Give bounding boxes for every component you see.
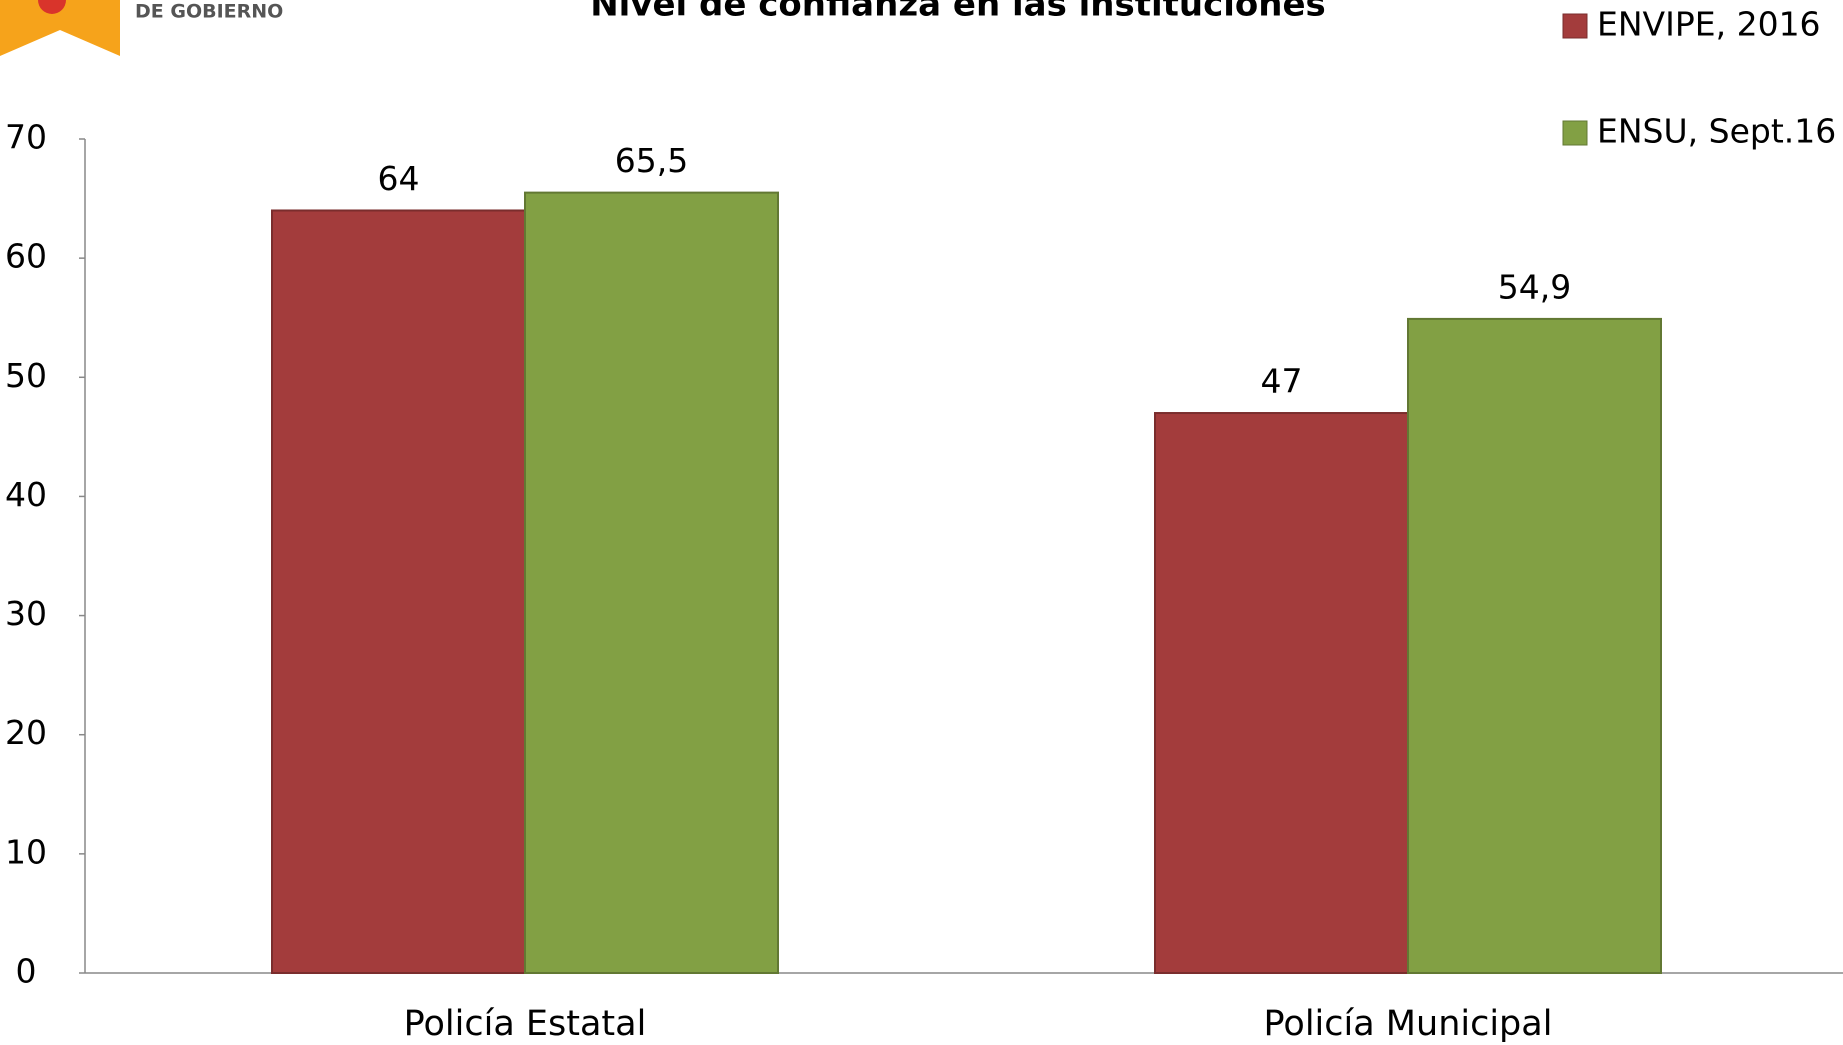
y-tick-label: 20 <box>5 713 47 752</box>
data-label: 65,5 <box>615 141 688 180</box>
chart-title: Nivel de confianza en las instituciones <box>590 0 1326 25</box>
legend-swatch <box>1562 120 1588 146</box>
bar <box>1407 317 1662 974</box>
data-label: 54,9 <box>1498 267 1571 306</box>
x-tick-label: Policía Estatal <box>404 1004 647 1044</box>
data-label: 47 <box>1261 362 1303 401</box>
y-tick-label: 70 <box>5 118 47 157</box>
logo-shape <box>0 0 120 56</box>
logo-text: DE GOBIERNO <box>135 1 283 23</box>
logo-dot <box>38 0 66 14</box>
y-tick-label: 10 <box>5 832 47 871</box>
bar <box>524 191 779 975</box>
y-tick-label: 30 <box>5 594 47 633</box>
legend-label: ENVIPE, 2016 <box>1597 5 1821 44</box>
y-tick-label: 50 <box>5 356 47 395</box>
data-label: 64 <box>378 159 420 198</box>
bar <box>1154 412 1409 974</box>
y-tick-label: 0 <box>16 952 37 991</box>
legend-label: ENSU, Sept.16 <box>1597 112 1836 151</box>
x-tick-label: Policía Municipal <box>1264 1004 1553 1044</box>
bar <box>271 209 526 974</box>
y-tick-label: 40 <box>5 475 47 514</box>
legend-swatch <box>1562 13 1588 39</box>
y-tick-label: 60 <box>5 237 47 276</box>
